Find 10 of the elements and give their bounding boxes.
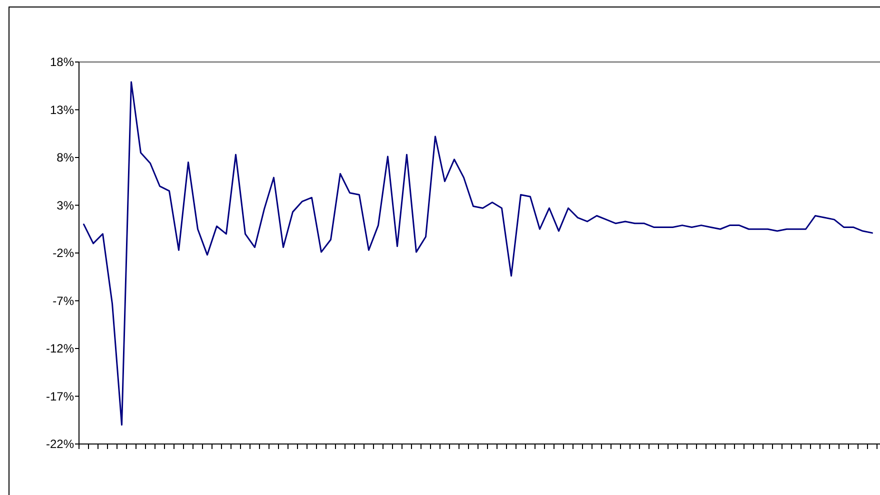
- line-series: [83, 81, 873, 426]
- y-tick-label: -22%: [46, 437, 74, 452]
- y-tick-label: -17%: [46, 389, 74, 404]
- y-tick-label: -7%: [52, 294, 74, 308]
- y-tick-label: 18%: [50, 55, 74, 70]
- y-tick-label: 13%: [50, 102, 74, 117]
- y-tick-label: -2%: [52, 246, 74, 260]
- y-tick-label: 3%: [56, 198, 74, 212]
- y-tick-label: 8%: [56, 150, 74, 165]
- y-tick-label: -12%: [46, 342, 74, 356]
